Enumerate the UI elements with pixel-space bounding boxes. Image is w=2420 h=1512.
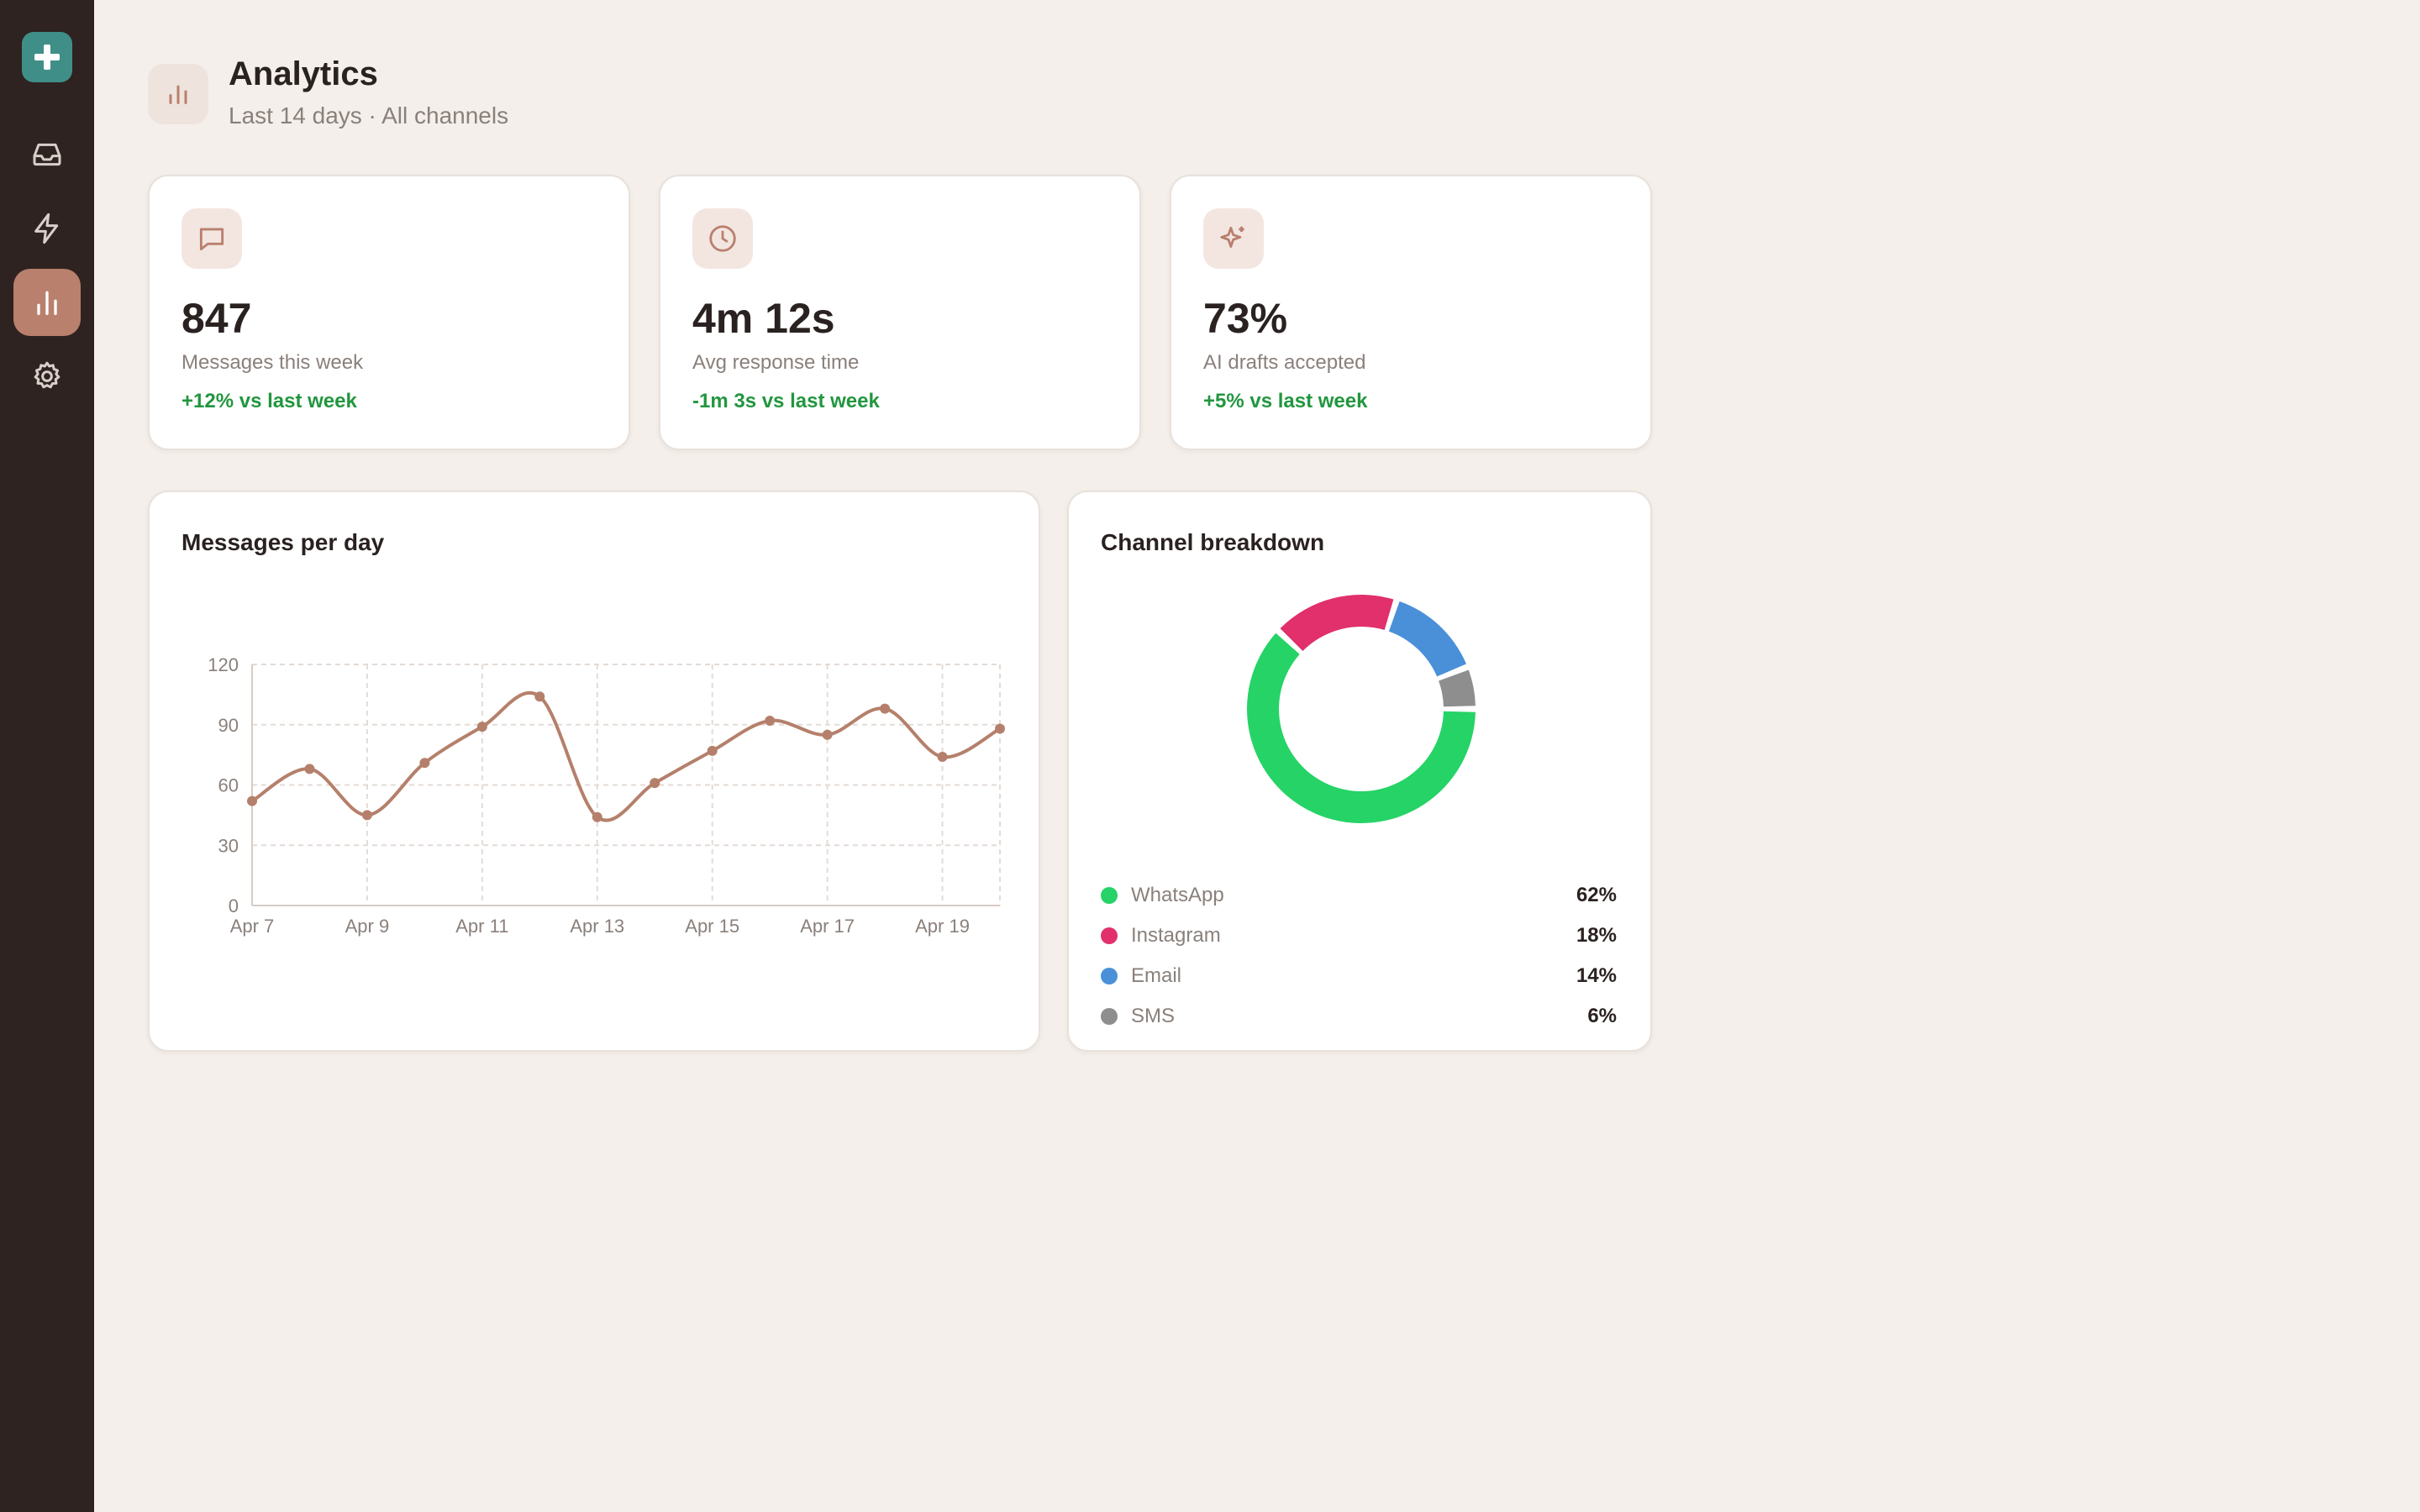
y-tick-label: 90 (218, 715, 239, 736)
data-point[interactable] (937, 752, 948, 763)
message-icon (199, 228, 224, 251)
data-point[interactable] (361, 810, 372, 821)
data-point[interactable] (995, 723, 1005, 734)
x-tick-label: Apr 15 (685, 916, 739, 937)
bar-chart-icon (169, 85, 187, 104)
legend-dot (1101, 968, 1118, 984)
legend-value: 18% (1576, 924, 1617, 947)
y-tick-label: 30 (218, 835, 239, 856)
card-title: Messages per day (182, 529, 385, 555)
inbox-icon (33, 143, 61, 166)
donut-slice-instagram[interactable] (1280, 595, 1394, 651)
donut-slice-whatsapp[interactable] (1247, 633, 1476, 823)
legend-dot (1101, 927, 1118, 944)
y-tick-label: 60 (218, 775, 239, 796)
legend-dot (1101, 887, 1118, 904)
x-tick-label: Apr 13 (570, 916, 624, 937)
sidebar-item-analytics[interactable] (13, 269, 81, 336)
data-point[interactable] (707, 745, 718, 756)
stat-card-messages: 847 Messages this week +12% vs last week (148, 175, 630, 450)
legend-label: Email (1131, 964, 1182, 987)
stat-icon-box (182, 208, 242, 269)
x-tick-label: Apr 17 (800, 916, 855, 937)
stat-icon-box (1203, 208, 1264, 269)
stat-label: AI drafts accepted (1203, 351, 1366, 374)
data-point[interactable] (822, 729, 833, 740)
data-point[interactable] (534, 691, 545, 702)
clock-icon (709, 225, 736, 252)
stat-delta: +5% vs last week (1203, 390, 1368, 412)
stat-delta: +12% vs last week (182, 390, 357, 412)
legend-value: 6% (1587, 1005, 1617, 1027)
y-tick-label: 120 (208, 654, 239, 675)
sidebar-item-settings[interactable] (13, 343, 81, 410)
card-title: Channel breakdown (1101, 529, 1325, 555)
line-chart-card: Messages per day 0 30 60 90 120 Apr 7 Apr 9 Apr… (148, 491, 1040, 1052)
data-point[interactable] (247, 795, 257, 806)
sidebar-item-inbox[interactable] (13, 121, 81, 188)
legend-dot (1101, 1008, 1118, 1025)
plus-icon[interactable] (22, 32, 72, 82)
stat-value: 847 (182, 295, 252, 342)
donut-slice-email[interactable] (1388, 601, 1467, 677)
header-icon (148, 64, 208, 124)
gear-icon (34, 361, 60, 389)
page-subtitle: Last 14 days · All channels (229, 102, 509, 129)
x-tick-label: Apr 9 (345, 916, 390, 937)
donut-chart-card: Channel breakdown WhatsApp 62% Instagram 18… (1067, 491, 1652, 1052)
data-point[interactable] (650, 778, 660, 789)
page-title: Analytics (229, 55, 378, 92)
legend-label: Instagram (1131, 924, 1221, 947)
data-point[interactable] (592, 811, 602, 822)
stat-icon-box (692, 208, 753, 269)
donut-chart (1247, 595, 1476, 823)
y-tick-label: 0 (229, 895, 239, 916)
legend-value: 62% (1576, 884, 1617, 906)
stat-value: 73% (1203, 295, 1288, 342)
stat-card-ai-drafts: 73% AI drafts accepted +5% vs last week (1170, 175, 1652, 450)
x-tick-label: Apr 11 (455, 916, 508, 937)
data-point[interactable] (304, 764, 315, 774)
stat-card-response-time: 4m 12s Avg response time -1m 3s vs last … (659, 175, 1141, 450)
legend-label: WhatsApp (1131, 884, 1224, 906)
sidebar-item-automations[interactable] (13, 195, 81, 262)
bar-chart-icon (37, 291, 57, 315)
x-tick-label: Apr 19 (915, 916, 970, 937)
legend-item-whatsapp[interactable]: WhatsApp 62% (1101, 879, 1617, 912)
data-point[interactable] (880, 703, 891, 714)
legend-item-instagram[interactable]: Instagram 18% (1101, 919, 1617, 953)
line-chart: 0 30 60 90 120 Apr 7 Apr 9 Apr 11 Apr 13 Apr 15 Ap… (208, 654, 1005, 937)
legend-value: 14% (1576, 964, 1617, 987)
x-tick-label: Apr 7 (230, 916, 275, 937)
legend-item-email[interactable]: Email 14% (1101, 959, 1617, 993)
legend-label: SMS (1131, 1005, 1176, 1027)
sparkle-icon (1220, 226, 1244, 248)
stat-delta: -1m 3s vs last week (692, 390, 880, 412)
stat-label: Avg response time (692, 351, 860, 374)
legend-item-sms[interactable]: SMS 6% (1101, 1000, 1617, 1033)
stat-value: 4m 12s (692, 295, 835, 342)
data-point[interactable] (476, 722, 487, 732)
donut-slice-sms[interactable] (1439, 669, 1476, 707)
data-point[interactable] (419, 758, 430, 769)
stat-label: Messages this week (182, 351, 364, 374)
data-point[interactable] (765, 715, 776, 726)
sidebar (0, 0, 94, 1512)
lightning-icon (34, 213, 59, 244)
